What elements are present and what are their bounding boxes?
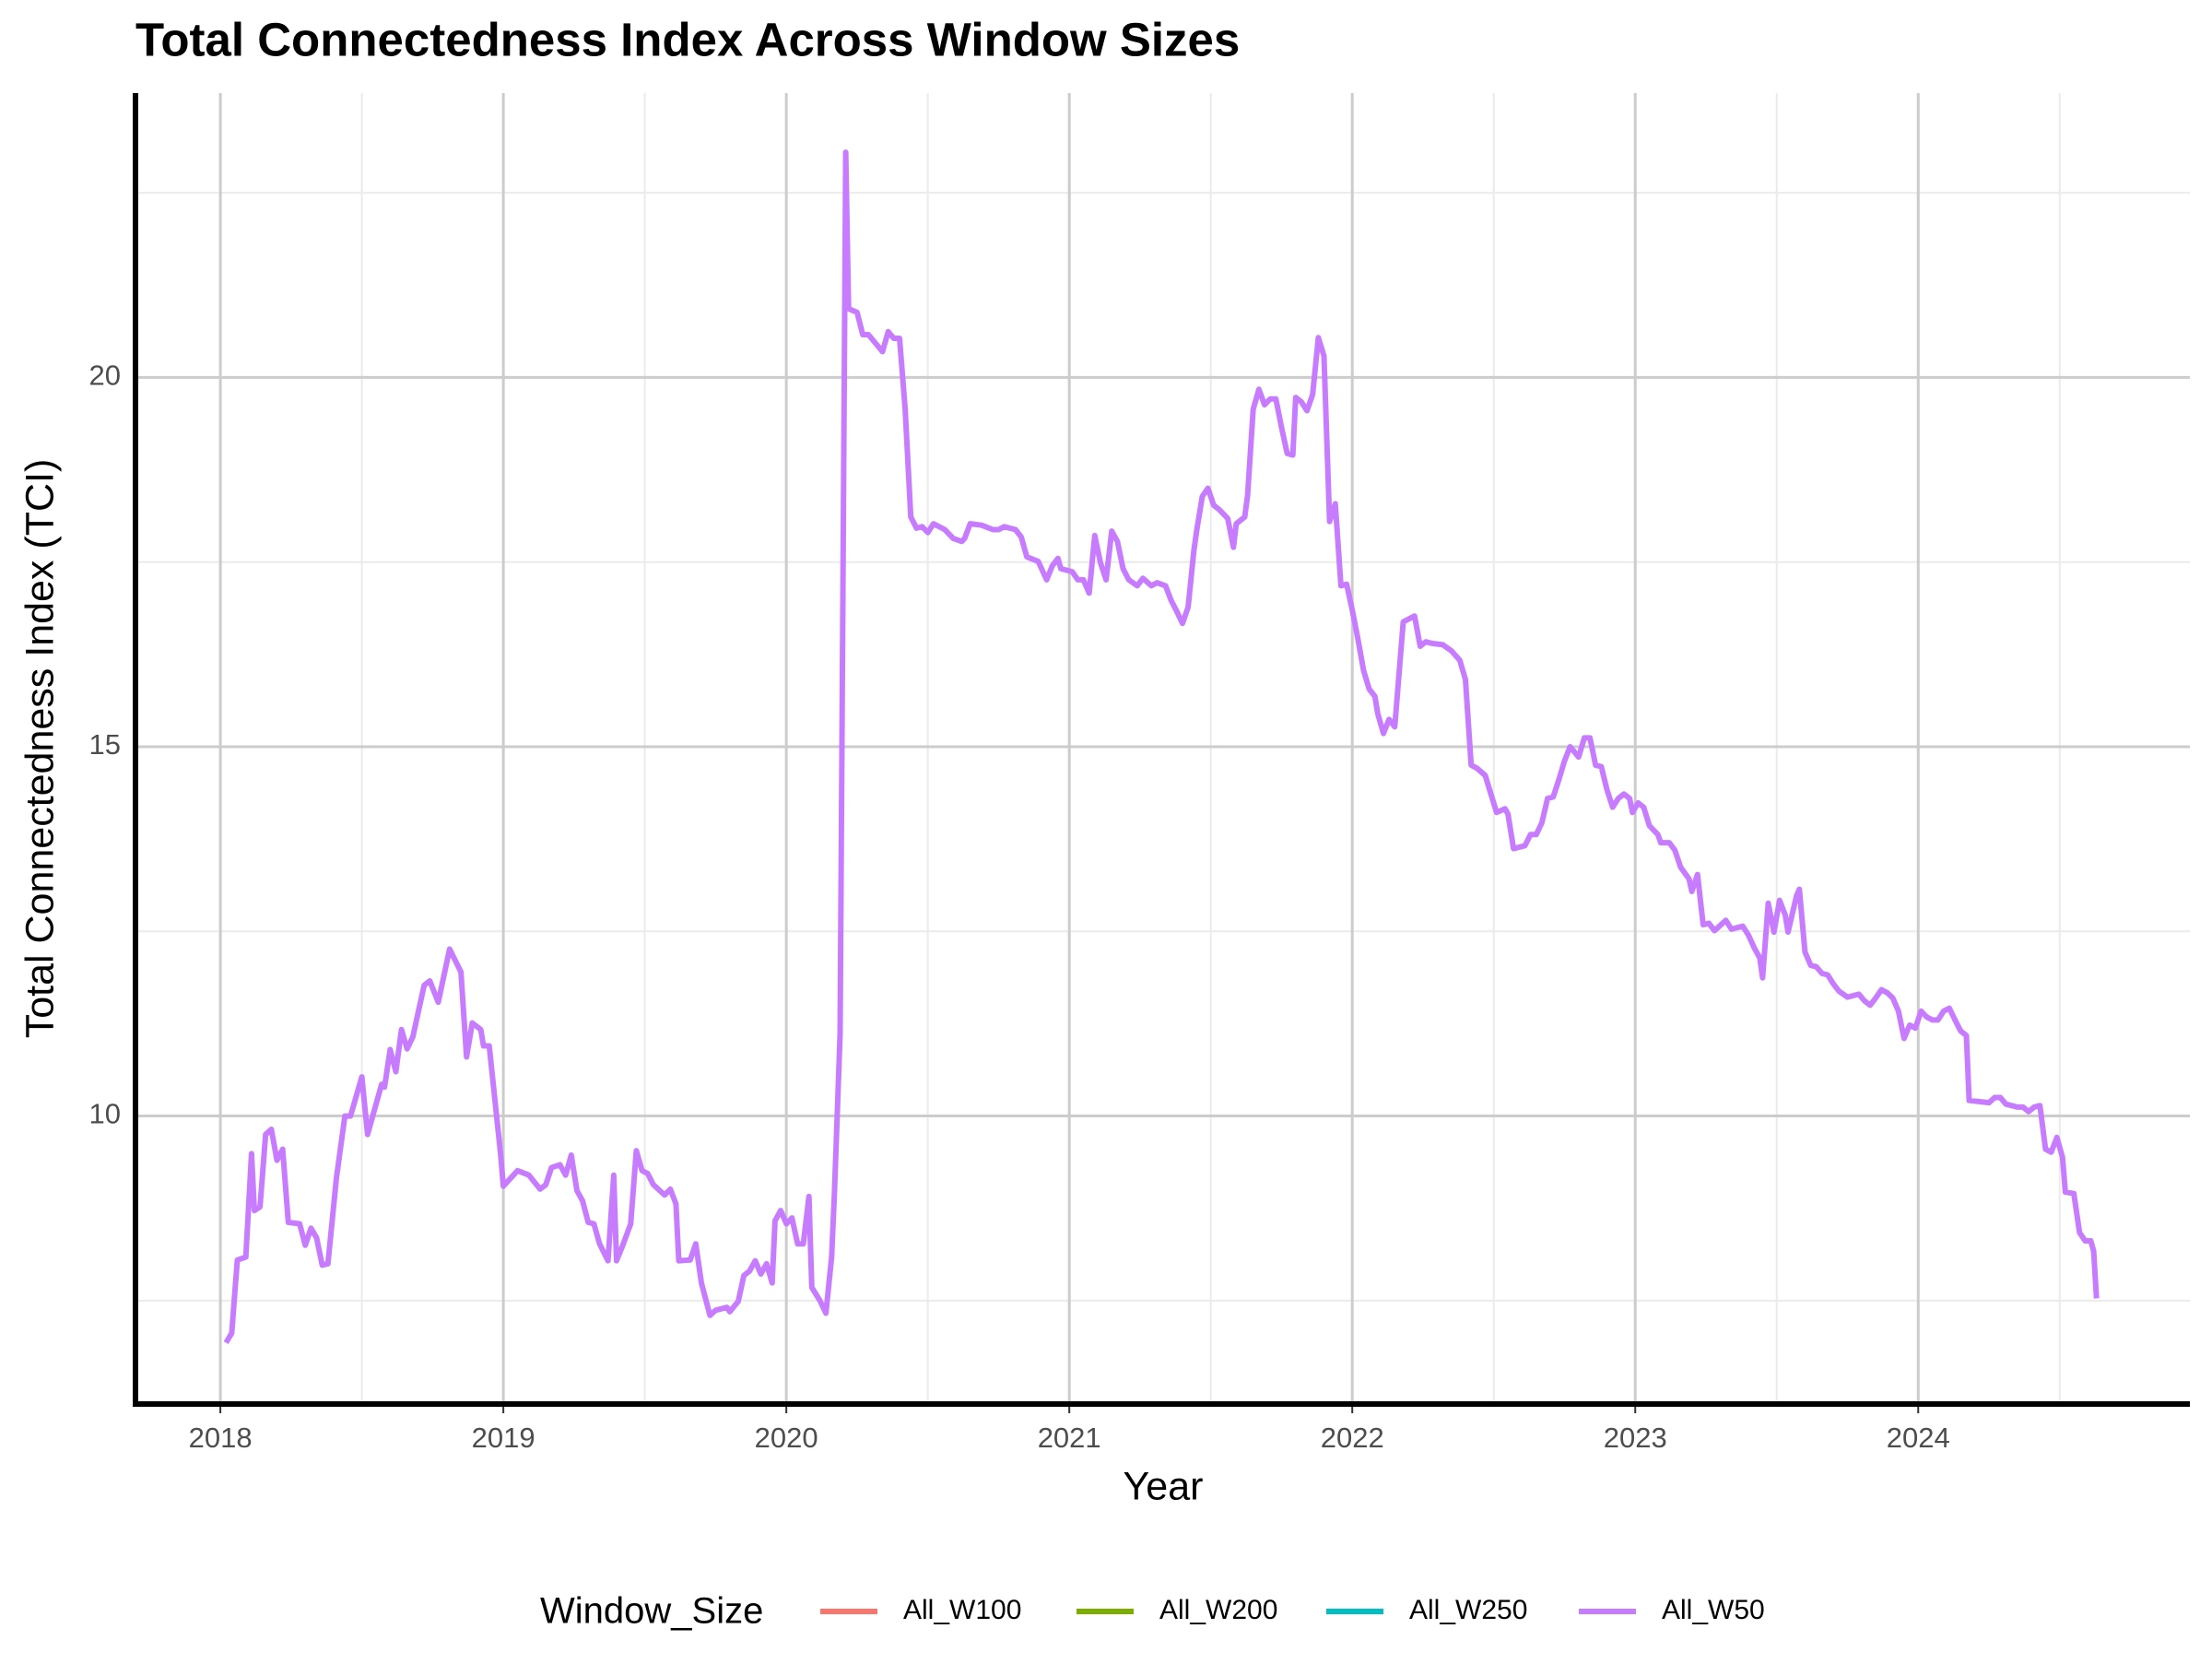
legend-title: Window_Size xyxy=(540,1591,763,1632)
legend-item: All_W250 xyxy=(1326,1595,1527,1625)
chart-title: Total Connectedness Index Across Window … xyxy=(135,13,1240,65)
y-tick-label: 20 xyxy=(89,360,121,392)
series-line xyxy=(223,149,2100,1345)
x-tick-label: 2020 xyxy=(755,1422,818,1454)
x-tick-label: 2022 xyxy=(1321,1422,1384,1454)
legend-label: All_W200 xyxy=(1159,1595,1277,1625)
legend-label: All_W250 xyxy=(1409,1595,1527,1625)
x-tick-label: 2021 xyxy=(1038,1422,1101,1454)
legend-item: All_W50 xyxy=(1579,1595,1765,1625)
x-axis-title: Year xyxy=(1124,1464,1204,1508)
x-tick-label: 2019 xyxy=(472,1422,535,1454)
legend-item: All_W200 xyxy=(1077,1595,1277,1625)
x-tick-label: 2018 xyxy=(189,1422,253,1454)
y-axis-title: Total Connectedness Index (TCI) xyxy=(18,459,62,1039)
y-tick-label: 10 xyxy=(89,1098,121,1130)
legend-label: All_W50 xyxy=(1662,1595,1765,1625)
legend-item: All_W100 xyxy=(820,1595,1021,1625)
grid xyxy=(135,93,2190,1404)
x-tick-label: 2023 xyxy=(1604,1422,1667,1454)
y-tick-label: 15 xyxy=(89,728,121,761)
x-tick-label: 2024 xyxy=(1887,1422,1950,1454)
legend-label: All_W100 xyxy=(903,1595,1021,1625)
